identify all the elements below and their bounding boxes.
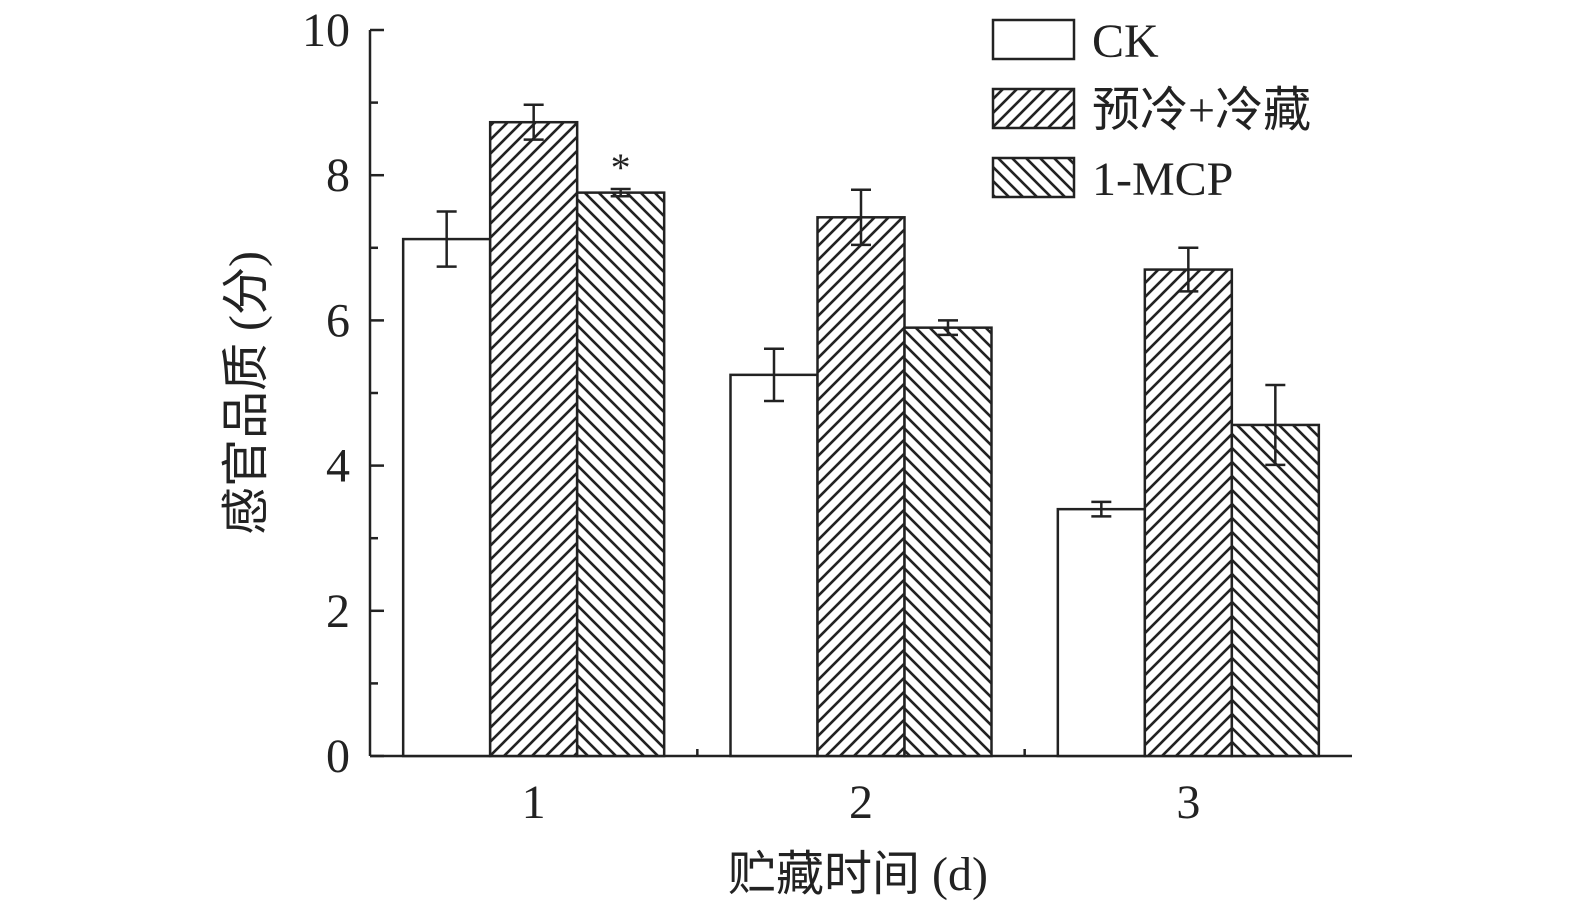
- bar: [1230, 423, 1321, 758]
- x-tick-label: 3: [1176, 776, 1200, 829]
- y-tick-label: 4: [326, 440, 350, 493]
- bar: [729, 373, 819, 758]
- x-tick-label: 1: [522, 776, 546, 829]
- bar: [575, 191, 666, 758]
- legend-swatch: [991, 87, 1076, 130]
- bar: [816, 216, 906, 758]
- legend-label: 预冷+冷藏: [1092, 84, 1311, 137]
- significance-marker: *: [611, 145, 631, 190]
- y-tick-label: 0: [326, 730, 350, 783]
- legend-swatch: [991, 156, 1076, 199]
- x-axis-title: 贮藏时间 (d): [728, 848, 988, 901]
- bar: [1056, 507, 1147, 758]
- bar: [1143, 268, 1234, 758]
- y-tick-label: 6: [326, 294, 350, 347]
- y-tick-label: 8: [326, 149, 350, 202]
- y-tick-label: 2: [326, 585, 350, 638]
- bar: [488, 120, 579, 758]
- legend-swatch: [991, 18, 1076, 61]
- y-tick-label: 10: [302, 4, 350, 57]
- legend-label: CK: [1092, 15, 1159, 68]
- legend: CK 预冷+冷藏 1-MCP: [991, 15, 1311, 206]
- y-axis-title: 感官品质 (分): [220, 251, 273, 535]
- bar: [903, 326, 993, 758]
- x-tick-label: 2: [849, 776, 873, 829]
- bar: [401, 237, 492, 758]
- legend-label: 1-MCP: [1092, 153, 1233, 206]
